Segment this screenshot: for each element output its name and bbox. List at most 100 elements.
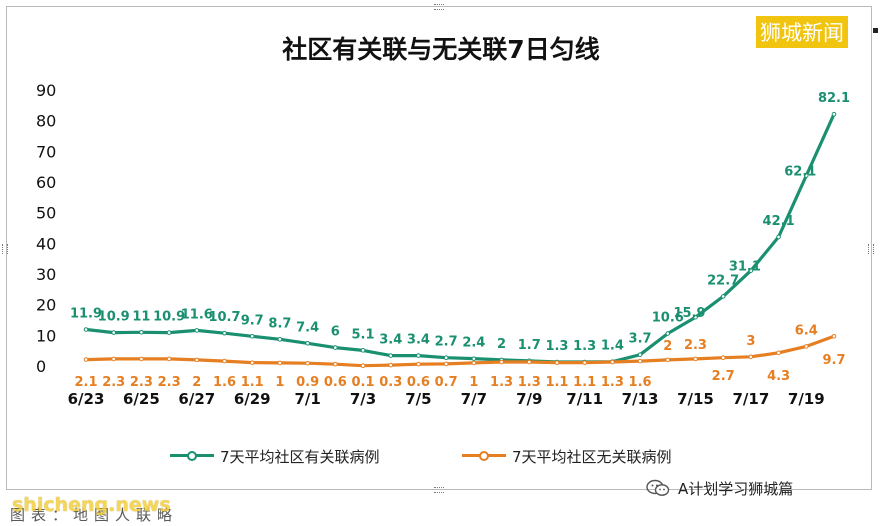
watermark-account: A计划学习狮城篇 xyxy=(646,477,793,499)
data-label: 1.3 xyxy=(490,375,513,390)
x-tick-label: 6/23 xyxy=(68,390,105,408)
y-tick-label: 30 xyxy=(36,265,56,284)
data-point xyxy=(748,268,754,273)
x-tick-label: 7/13 xyxy=(622,390,659,408)
data-point xyxy=(416,353,421,358)
data-point xyxy=(83,357,89,362)
data-label: 31.1 xyxy=(729,260,761,275)
data-point xyxy=(637,352,643,357)
x-tick-label: 7/7 xyxy=(461,390,487,408)
data-label: 42.1 xyxy=(763,214,795,229)
data-label: 0.6 xyxy=(407,375,430,390)
legend-swatch-unlinked xyxy=(462,446,506,466)
data-label: 1.3 xyxy=(518,375,541,390)
data-label: 82.1 xyxy=(818,91,850,106)
data-point xyxy=(166,356,172,362)
data-point xyxy=(388,353,394,358)
data-label: 9.7 xyxy=(822,353,845,368)
x-tick-label: 6/29 xyxy=(234,390,271,408)
data-point xyxy=(222,358,227,364)
data-label: 8.7 xyxy=(268,316,291,331)
data-point xyxy=(305,360,310,366)
data-label: 6.4 xyxy=(795,323,818,338)
x-tick-label: 7/1 xyxy=(294,390,320,408)
frame-handle-top[interactable] xyxy=(434,4,444,10)
data-point xyxy=(526,359,532,365)
y-tick-label: 40 xyxy=(36,234,56,253)
data-point xyxy=(471,356,477,361)
data-label: 2.7 xyxy=(435,335,458,350)
data-label: 1.6 xyxy=(629,375,652,390)
x-tick-label: 7/17 xyxy=(732,390,769,408)
data-point xyxy=(333,361,338,367)
legend-swatch-linked xyxy=(170,446,214,466)
data-label: 1 xyxy=(275,375,284,390)
x-tick-label: 7/15 xyxy=(677,390,714,408)
data-label: 10.9 xyxy=(98,310,130,325)
series-line-1 xyxy=(84,334,836,368)
data-label: 0.3 xyxy=(379,375,402,390)
data-point xyxy=(665,357,671,363)
data-label: 1.6 xyxy=(213,375,236,390)
chart-frame xyxy=(6,6,872,490)
data-point xyxy=(637,358,643,364)
data-label: 10.7 xyxy=(208,310,240,325)
data-label: 2.1 xyxy=(74,375,97,390)
data-label: 5.1 xyxy=(352,327,375,342)
data-label: 3.4 xyxy=(407,333,430,348)
data-point xyxy=(693,356,698,362)
data-point xyxy=(471,360,477,366)
data-label: 2 xyxy=(192,375,201,390)
frame-handle-left[interactable] xyxy=(2,244,8,254)
legend-label-unlinked: 7天平均社区无关联病例 xyxy=(512,447,672,466)
data-point xyxy=(194,357,200,363)
data-label: 1 xyxy=(469,375,478,390)
y-tick-label: 80 xyxy=(36,112,56,131)
data-point xyxy=(499,359,504,365)
data-point xyxy=(582,360,587,365)
data-point xyxy=(139,356,144,362)
data-label: 1.7 xyxy=(518,338,541,353)
data-point xyxy=(720,294,726,299)
data-point xyxy=(803,344,809,349)
data-label: 4.3 xyxy=(767,369,790,384)
data-point xyxy=(166,330,172,335)
data-label: 11 xyxy=(132,309,150,324)
data-label: 2.3 xyxy=(684,338,707,353)
data-point xyxy=(277,337,283,342)
data-label: 1.3 xyxy=(573,339,596,354)
data-point xyxy=(388,362,394,368)
data-label: 11.9 xyxy=(70,307,102,322)
x-tick-label: 7/9 xyxy=(516,390,542,408)
data-label: 3.7 xyxy=(629,332,652,347)
y-tick-label: 70 xyxy=(36,142,56,161)
data-label: 0.1 xyxy=(352,375,375,390)
data-label: 2.3 xyxy=(130,375,153,390)
brand-logo: 狮城新闻 xyxy=(756,16,848,48)
y-tick-label: 90 xyxy=(36,81,56,100)
data-label: 1.3 xyxy=(601,375,624,390)
data-label: 1.4 xyxy=(601,339,624,354)
x-tick-label: 7/5 xyxy=(405,390,431,408)
corner-dot xyxy=(873,28,878,33)
data-point xyxy=(83,327,89,332)
legend-item-linked: 7天平均社区有关联病例 xyxy=(170,446,380,466)
data-label: 11.6 xyxy=(181,307,213,322)
data-label: 1.1 xyxy=(573,375,596,390)
frame-handle-right[interactable] xyxy=(868,244,874,254)
series-line-0 xyxy=(84,112,836,364)
y-tick-label: 60 xyxy=(36,173,56,192)
frame-handle-bottom[interactable] xyxy=(434,487,444,493)
data-label: 0.9 xyxy=(296,375,319,390)
data-label: 0.7 xyxy=(435,375,458,390)
data-label: 2 xyxy=(663,339,672,354)
data-point xyxy=(360,363,366,368)
data-point xyxy=(665,331,671,336)
data-point xyxy=(554,360,560,365)
y-tick-label: 50 xyxy=(36,204,56,223)
data-label: 10.6 xyxy=(652,310,684,325)
legend-label-linked: 7天平均社区有关联病例 xyxy=(220,447,380,466)
chart-title: 社区有关联与无关联7日匀线 xyxy=(282,35,600,64)
x-tick-label: 7/11 xyxy=(566,390,603,408)
